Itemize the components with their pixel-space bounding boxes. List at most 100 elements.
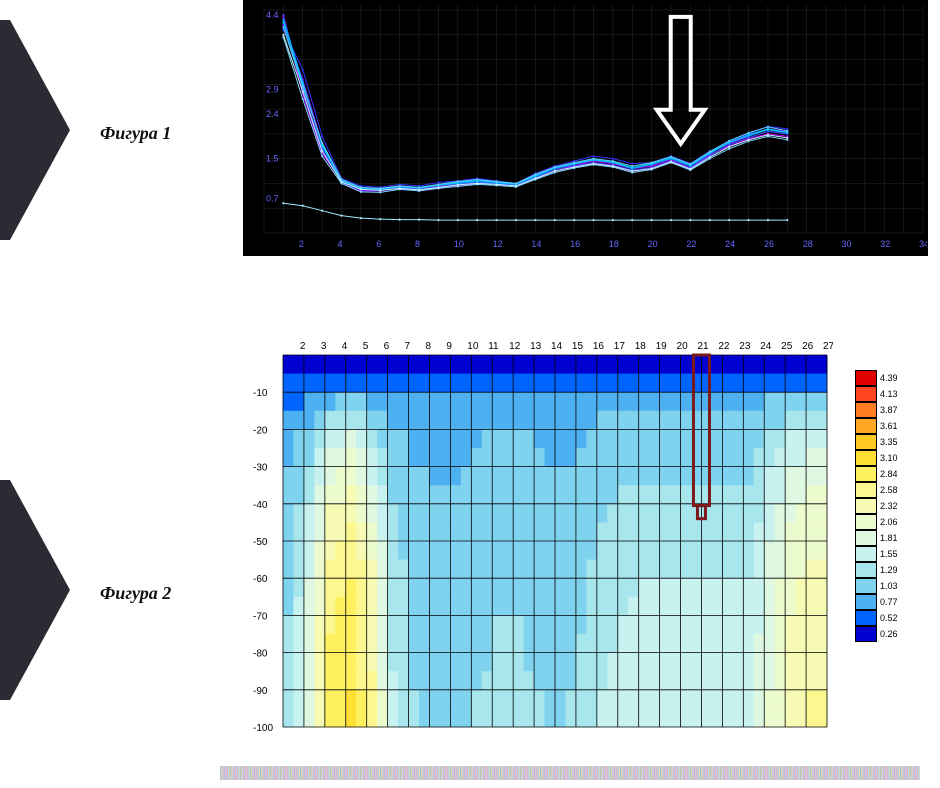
- svg-text:14: 14: [551, 341, 563, 352]
- legend-swatch: [855, 386, 877, 402]
- legend-label: 4.39: [880, 374, 898, 383]
- svg-text:6: 6: [376, 239, 381, 249]
- legend-label: 0.77: [880, 598, 898, 607]
- chart2-frame: 2345678910111213141516171819202122232425…: [243, 335, 833, 733]
- svg-text:34: 34: [919, 239, 927, 249]
- svg-text:16: 16: [570, 239, 580, 249]
- svg-text:22: 22: [718, 341, 730, 352]
- svg-text:7: 7: [405, 341, 411, 352]
- chevron-1: [0, 20, 80, 240]
- svg-text:-60: -60: [253, 574, 268, 585]
- caption-fig1: Фигура 1: [100, 123, 171, 144]
- svg-text:1.5: 1.5: [266, 154, 279, 164]
- svg-text:20: 20: [677, 341, 689, 352]
- svg-text:10: 10: [467, 341, 479, 352]
- svg-text:20: 20: [648, 239, 658, 249]
- legend-label: 3.61: [880, 422, 898, 431]
- caption-fig2: Фигура 2: [100, 583, 171, 604]
- legend-swatch: [855, 450, 877, 466]
- legend-label: 3.87: [880, 406, 898, 415]
- legend-swatch: [855, 530, 877, 546]
- svg-text:-80: -80: [253, 649, 268, 660]
- svg-text:18: 18: [609, 239, 619, 249]
- svg-text:8: 8: [425, 341, 431, 352]
- svg-text:15: 15: [572, 341, 584, 352]
- chart2-heatmap: 2345678910111213141516171819202122232425…: [243, 335, 833, 733]
- noise-strip: [220, 766, 920, 780]
- svg-text:26: 26: [802, 341, 814, 352]
- legend-label: 1.03: [880, 582, 898, 591]
- svg-text:19: 19: [656, 341, 668, 352]
- legend-swatch: [855, 482, 877, 498]
- legend-swatch: [855, 466, 877, 482]
- svg-text:-100: -100: [253, 723, 273, 733]
- legend-label: 0.52: [880, 614, 898, 623]
- legend-swatch: [855, 610, 877, 626]
- svg-text:4.4: 4.4: [266, 10, 279, 20]
- svg-text:9: 9: [446, 341, 452, 352]
- svg-text:25: 25: [781, 341, 793, 352]
- svg-text:17: 17: [614, 341, 626, 352]
- svg-text:0.7: 0.7: [266, 193, 279, 203]
- svg-text:8: 8: [415, 239, 420, 249]
- svg-text:32: 32: [880, 239, 890, 249]
- svg-text:-50: -50: [253, 537, 268, 548]
- svg-text:6: 6: [384, 341, 390, 352]
- svg-text:18: 18: [635, 341, 647, 352]
- legend-swatch: [855, 514, 877, 530]
- svg-text:12: 12: [509, 341, 521, 352]
- svg-text:24: 24: [760, 341, 772, 352]
- svg-text:13: 13: [530, 341, 542, 352]
- legend-label: 3.35: [880, 438, 898, 447]
- svg-text:22: 22: [686, 239, 696, 249]
- svg-text:5: 5: [363, 341, 369, 352]
- svg-text:4: 4: [338, 239, 343, 249]
- svg-text:16: 16: [593, 341, 605, 352]
- svg-text:10: 10: [454, 239, 464, 249]
- chart1-line-plot: 0.71.52.42.94.42468101214161820222426283…: [244, 1, 927, 255]
- svg-text:-20: -20: [253, 425, 268, 436]
- svg-text:3: 3: [321, 341, 327, 352]
- svg-text:2: 2: [300, 341, 306, 352]
- legend-label: 1.29: [880, 566, 898, 575]
- svg-text:12: 12: [493, 239, 503, 249]
- legend-swatch: [855, 402, 877, 418]
- legend-label: 3.10: [880, 454, 898, 463]
- svg-text:26: 26: [764, 239, 774, 249]
- svg-text:-90: -90: [253, 686, 268, 697]
- svg-text:4: 4: [342, 341, 348, 352]
- legend-swatch: [855, 434, 877, 450]
- chevron-2: [0, 480, 80, 700]
- svg-text:11: 11: [488, 341, 499, 352]
- svg-text:2.4: 2.4: [266, 109, 279, 119]
- svg-text:2.9: 2.9: [266, 84, 279, 94]
- svg-text:14: 14: [531, 239, 541, 249]
- legend-swatch: [855, 626, 877, 642]
- svg-text:-10: -10: [253, 388, 268, 399]
- legend-swatch: [855, 562, 877, 578]
- legend-label: 1.81: [880, 534, 898, 543]
- legend-label: 4.13: [880, 390, 898, 399]
- svg-text:27: 27: [823, 341, 833, 352]
- legend-swatch: [855, 578, 877, 594]
- svg-text:-70: -70: [253, 611, 268, 622]
- chart1-frame: 0.71.52.42.94.42468101214161820222426283…: [243, 0, 928, 256]
- legend-label: 2.58: [880, 486, 898, 495]
- svg-text:28: 28: [803, 239, 813, 249]
- legend-swatch: [855, 498, 877, 514]
- svg-text:24: 24: [725, 239, 735, 249]
- svg-text:23: 23: [739, 341, 751, 352]
- legend-label: 2.06: [880, 518, 898, 527]
- legend-label: 2.84: [880, 470, 898, 479]
- svg-text:30: 30: [841, 239, 851, 249]
- svg-text:2: 2: [299, 239, 304, 249]
- legend-swatch: [855, 594, 877, 610]
- legend-swatch: [855, 418, 877, 434]
- legend-swatch: [855, 546, 877, 562]
- legend-label: 1.55: [880, 550, 898, 559]
- legend-label: 0.26: [880, 630, 898, 639]
- legend-label: 2.32: [880, 502, 898, 511]
- svg-text:-30: -30: [253, 463, 268, 474]
- chart2-legend: 4.39 4.13 3.87 3.61 3.35 3.10 2.84 2.58 2.32 2.06…: [855, 370, 898, 642]
- svg-text:-40: -40: [253, 500, 268, 511]
